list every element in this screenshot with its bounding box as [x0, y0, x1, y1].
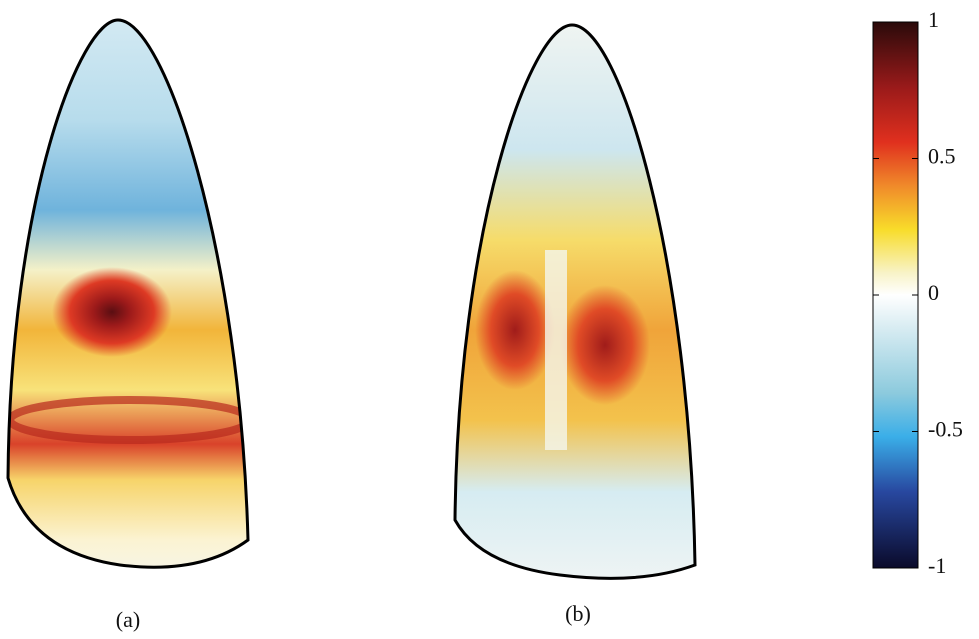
- panel-a: [6, 18, 250, 569]
- tick-label: 0: [928, 280, 939, 305]
- tick-label: 0.5: [928, 144, 956, 169]
- colorbar: [872, 21, 919, 569]
- tick-label: -1: [928, 553, 946, 578]
- panel-b: [453, 23, 697, 580]
- colorbar-ticks: 1 0.5 0 -0.5 -1: [873, 7, 963, 578]
- tick-label: -0.5: [928, 417, 963, 442]
- panel-label: (b): [565, 601, 591, 626]
- panel-label: (a): [116, 607, 140, 632]
- tick-label: 1: [928, 7, 939, 32]
